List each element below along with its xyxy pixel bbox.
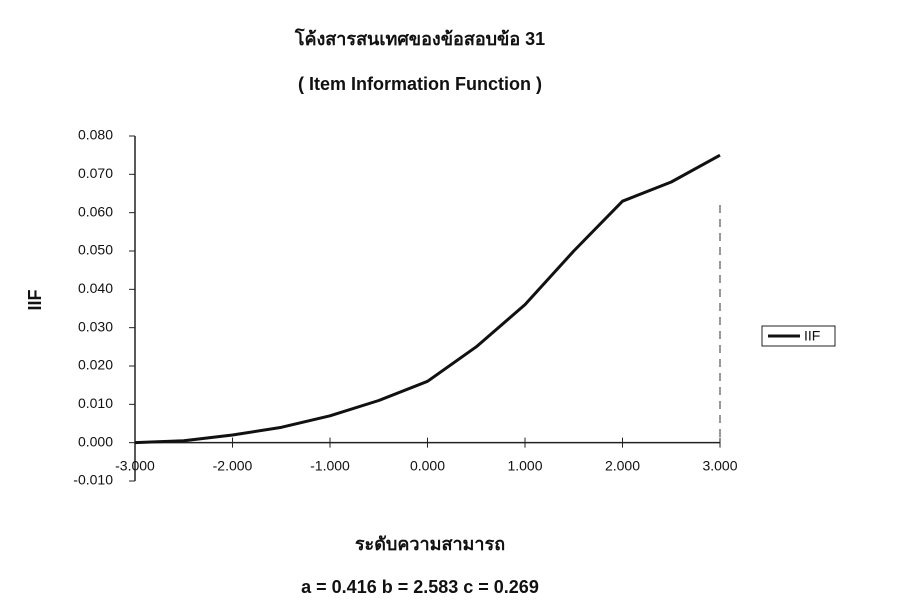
chart-subtitle: ( Item Information Function ) [298, 74, 542, 94]
y-tick-label: 0.060 [78, 203, 113, 219]
x-tick-label: 3.000 [702, 457, 737, 473]
x-tick-label: -1.000 [310, 457, 350, 473]
y-tick-label: 0.040 [78, 280, 113, 296]
y-tick-label: 0.020 [78, 357, 113, 373]
y-axis-label: IIF [25, 289, 45, 310]
x-tick-label: 1.000 [507, 457, 542, 473]
y-tick-label: 0.080 [78, 127, 113, 143]
annotation: a = 0.416 b = 2.583 c = 0.269 [301, 577, 539, 597]
y-tick-label: 0.000 [78, 433, 113, 449]
x-tick-label: -2.000 [213, 457, 253, 473]
x-axis-label: ระดับความสามารถ [355, 534, 505, 554]
y-tick-label: 0.070 [78, 165, 113, 181]
x-tick-label: -3.000 [115, 457, 155, 473]
line-series [134, 153, 721, 445]
x-tick-label: 0.000 [410, 457, 445, 473]
y-tick-label: -0.010 [73, 472, 113, 488]
y-tick-label: 0.050 [78, 242, 113, 258]
chart-title: โค้งสารสนเทศของข้อสอบข้อ 31 [294, 28, 545, 49]
y-tick-label: 0.010 [78, 395, 113, 411]
legend-label: IIF [804, 328, 820, 344]
y-tick-label: 0.030 [78, 318, 113, 334]
x-tick-label: 2.000 [605, 457, 640, 473]
